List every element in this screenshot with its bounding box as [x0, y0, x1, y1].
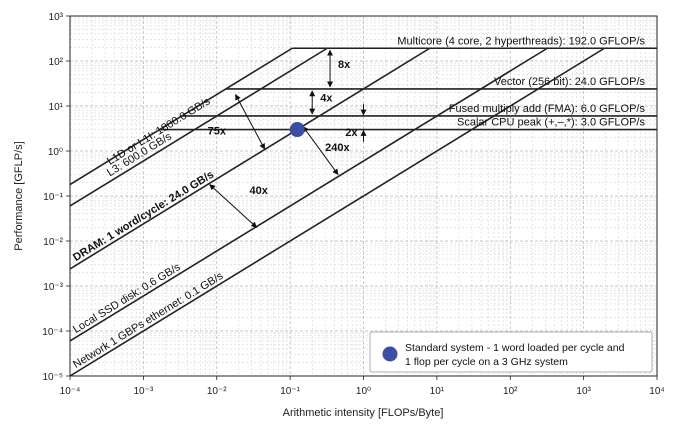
y-tick-label: 10⁻⁴: [42, 327, 63, 338]
annotation-label: 40x: [250, 185, 269, 197]
bandwidth-roof-line: [69, 47, 293, 186]
y-tick-label: 10¹: [49, 102, 64, 113]
legend-text-line-1: Standard system - 1 word loaded per cycl…: [405, 342, 625, 354]
plot-frame: [69, 15, 658, 377]
x-tick-label: 10⁰: [356, 386, 371, 397]
legend-box: [369, 331, 653, 373]
x-ticks: 10⁻⁴ 10⁻³ 10⁻² 10⁻¹ 10⁰ 10¹ 10² 10³ 10⁴: [60, 376, 665, 397]
x-axis-label: Arithmetic intensity [FLOPs/Byte]: [283, 407, 444, 419]
y-tick-label: 10⁰: [48, 147, 63, 158]
x-tick-label: 10⁻²: [207, 386, 227, 397]
annotation-label: 75x: [208, 126, 227, 138]
standard-system-point: [289, 122, 305, 138]
y-tick-label: 10⁻⁵: [42, 372, 63, 383]
bandwidth-roof-line: [69, 47, 431, 270]
y-tick-label: 10²: [49, 57, 64, 68]
annotation-label: 240x: [325, 142, 350, 154]
bandwidth-roof-line: [69, 47, 548, 342]
compute-ceiling-label: Fused multiply add (FMA): 6.0 GFLOP/s: [449, 103, 646, 115]
y-tick-label: 10⁻²: [43, 237, 63, 248]
legend: Standard system - 1 word loaded per cycl…: [369, 331, 653, 373]
annotations: 8x 4x 2x 75x 240x 40x: [208, 49, 367, 228]
grid: [69, 15, 658, 377]
compute-ceiling-label: Multicore (4 core, 2 hyperthreads): 192.…: [397, 35, 645, 47]
x-tick-label: 10⁻¹: [280, 386, 300, 397]
annotation-arrow: [209, 184, 258, 228]
annotation-label: 8x: [338, 59, 351, 71]
annotation-label: 2x: [345, 127, 358, 139]
annotation-arrow: [302, 126, 339, 176]
annotation-arrow: [235, 93, 266, 150]
y-tick-label: 10³: [49, 12, 64, 23]
bandwidth-roof-line: [69, 47, 605, 377]
x-tick-label: 10¹: [430, 386, 445, 397]
compute-ceiling-label: Vector (256 bit): 24.0 GFLOP/s: [494, 76, 646, 88]
y-tick-label: 10⁻¹: [43, 192, 63, 203]
compute-ceiling-label: Scalar CPU peak (+,–,*): 3.0 GFLOP/s: [457, 117, 645, 129]
x-tick-label: 10²: [503, 386, 518, 397]
x-tick-label: 10⁴: [649, 386, 664, 397]
data-points: [289, 122, 305, 138]
legend-text-line-2: 1 flop per cycle on a 3 GHz system: [405, 356, 568, 368]
annotation-label: 4x: [320, 93, 333, 105]
y-tick-label: 10⁻³: [43, 282, 63, 293]
y-axis-label: Performance [GFLP/s]: [13, 141, 25, 250]
bandwidth-roof-line: [69, 47, 328, 207]
x-tick-label: 10⁻³: [134, 386, 154, 397]
y-ticks: 10⁻⁵ 10⁻⁴ 10⁻³ 10⁻² 10⁻¹ 10⁰ 10¹ 10² 10³: [42, 12, 70, 383]
x-tick-label: 10⁻⁴: [60, 386, 81, 397]
legend-marker: [382, 346, 398, 362]
x-tick-label: 10³: [576, 386, 591, 397]
